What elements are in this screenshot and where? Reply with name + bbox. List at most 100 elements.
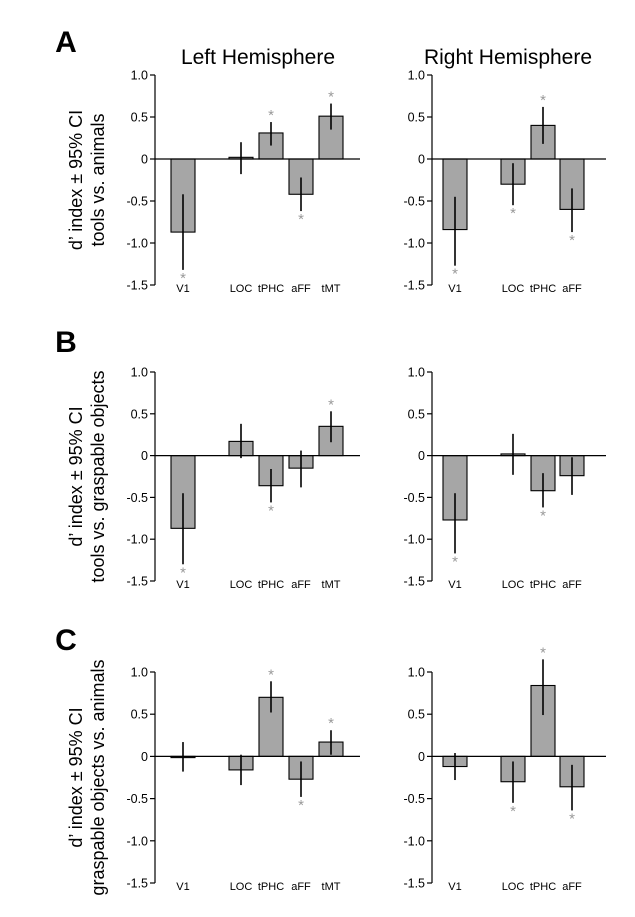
- x-category-label: V1: [448, 283, 461, 295]
- y-tick-label: 0.5: [131, 407, 148, 421]
- significance-asterisk: *: [328, 396, 334, 413]
- x-category-label: tPHC: [530, 881, 556, 893]
- y-tick-label: -1.5: [126, 575, 148, 589]
- significance-asterisk: *: [510, 205, 516, 222]
- y-axis-label-line1: d’ index ± 95% CI: [66, 406, 86, 546]
- x-category-label: V1: [176, 881, 189, 893]
- x-category-label: tPHC: [530, 579, 556, 591]
- y-tick-label: 0: [418, 153, 425, 167]
- y-tick-label: -1.0: [126, 533, 148, 547]
- y-tick-label: 1.0: [408, 666, 425, 680]
- significance-asterisk: *: [540, 92, 546, 109]
- y-tick-label: 1.0: [131, 366, 148, 380]
- x-category-label: V1: [448, 579, 461, 591]
- significance-asterisk: *: [452, 266, 458, 283]
- chart-b-left: 1.00.50-0.5-1.0-1.5*V1 LOC*tPHC aFF*tMT: [126, 366, 360, 591]
- significance-asterisk: *: [569, 810, 575, 827]
- y-tick-label: 0.5: [131, 111, 148, 125]
- x-category-label: aFF: [291, 283, 311, 295]
- x-category-label: V1: [448, 881, 461, 893]
- panel-letter-b: B: [55, 326, 77, 359]
- significance-asterisk: *: [268, 666, 274, 683]
- y-axis-label-a: d’ index ± 95% CI tools vs. animals: [66, 110, 108, 250]
- chart-b-right: 1.0 0.5 0 -0.5 -1.0 -1.5 * V1 LOC * tPHC aFF: [403, 366, 606, 591]
- y-tick-label: -1.0: [126, 834, 148, 848]
- x-category-label: LOC: [502, 881, 525, 893]
- x-category-label: tPHC: [258, 283, 284, 295]
- x-category-label: aFF: [562, 579, 582, 591]
- x-category-label: tPHC: [258, 579, 284, 591]
- y-axis-label-line1: d’ index ± 95% CI: [66, 707, 86, 847]
- panel-letter-a: A: [55, 26, 77, 59]
- y-axis-label-c: d’ index ± 95% CI graspable objects vs. a…: [66, 659, 108, 895]
- chart-c-left: 1.0 0.5 0 -0.5 -1.0 -1.5 V1 LOC * tPHC * aFF * tMT: [126, 666, 360, 893]
- y-tick-label: 0: [418, 750, 425, 764]
- x-category-label: aFF: [562, 881, 582, 893]
- x-category-label: aFF: [562, 283, 582, 295]
- x-category-label: tPHC: [258, 881, 284, 893]
- chart-c-right: 1.0 0.5 0 -0.5 -1.0 -1.5 V1 * LOC * tPHC * aFF: [403, 644, 606, 893]
- y-tick-label: -1.0: [403, 533, 425, 547]
- y-tick-label: 1.0: [131, 69, 148, 83]
- x-category-label: aFF: [291, 579, 311, 591]
- significance-asterisk: *: [268, 502, 274, 519]
- y-tick-label: 0: [141, 449, 148, 463]
- y-tick-label: -1.5: [126, 279, 148, 293]
- significance-asterisk: *: [510, 803, 516, 820]
- y-axis-label-b: d’ index ± 95% CI tools vs. graspable obj…: [66, 370, 108, 582]
- significance-asterisk: *: [180, 564, 186, 581]
- y-tick-label: 0: [141, 153, 148, 167]
- significance-asterisk: *: [540, 644, 546, 661]
- y-tick-label: 0: [141, 750, 148, 764]
- y-tick-label: 1.0: [408, 69, 425, 83]
- y-tick-label: -1.5: [126, 877, 148, 891]
- significance-asterisk: *: [452, 553, 458, 570]
- x-category-label: LOC: [230, 881, 253, 893]
- y-tick-label: -1.0: [403, 834, 425, 848]
- y-tick-label: 1.0: [131, 666, 148, 680]
- significance-asterisk: *: [180, 270, 186, 287]
- y-tick-label: 0.5: [408, 708, 425, 722]
- y-axis-label-line2: tools vs. graspable objects: [88, 370, 108, 582]
- y-tick-label: -0.5: [126, 491, 148, 505]
- significance-asterisk: *: [298, 211, 304, 228]
- column-title-right: Right Hemisphere: [424, 46, 592, 69]
- x-category-label: LOC: [502, 579, 525, 591]
- y-tick-label: -1.0: [403, 237, 425, 251]
- x-category-label: LOC: [502, 283, 525, 295]
- y-tick-label: -0.5: [403, 491, 425, 505]
- x-category-label: aFF: [291, 881, 311, 893]
- y-tick-label: -1.0: [126, 237, 148, 251]
- y-tick-label: -0.5: [126, 792, 148, 806]
- y-axis-label-line2: graspable objects vs. animals: [88, 659, 108, 895]
- y-tick-label: 1.0: [408, 366, 425, 380]
- significance-asterisk: *: [298, 797, 304, 814]
- significance-asterisk: *: [328, 89, 334, 106]
- y-axis-label-line1: d’ index ± 95% CI: [66, 110, 86, 250]
- y-tick-label: 0.5: [131, 708, 148, 722]
- y-tick-label: -1.5: [403, 279, 425, 293]
- x-category-label: tMT: [322, 283, 341, 295]
- significance-asterisk: *: [268, 107, 274, 124]
- bar-tphc: [530, 684, 556, 757]
- x-category-label: LOC: [230, 283, 253, 295]
- x-category-label: tMT: [322, 881, 341, 893]
- y-tick-label: -0.5: [403, 792, 425, 806]
- y-axis-label-line2: tools vs. animals: [88, 113, 108, 246]
- x-category-label: tMT: [322, 579, 341, 591]
- y-tick-label: 0.5: [408, 407, 425, 421]
- significance-asterisk: *: [540, 507, 546, 524]
- significance-asterisk: *: [328, 715, 334, 732]
- x-category-label: tPHC: [530, 283, 556, 295]
- chart-a-left: 1.00.50-0.5-1.0-1.5 *V1 LOC*tPHC*aFF*tMT: [126, 69, 360, 295]
- significance-asterisk: *: [569, 232, 575, 249]
- y-tick-label: 0: [418, 449, 425, 463]
- y-tick-label: -1.5: [403, 575, 425, 589]
- chart-a-right: 1.00.50-0.5-1.0-1.5*V1*LOC*tPHC*aFF: [403, 69, 606, 295]
- x-category-label: LOC: [230, 579, 253, 591]
- y-tick-label: -0.5: [403, 195, 425, 209]
- x-category-label: V1: [176, 579, 189, 591]
- y-tick-label: -1.5: [403, 877, 425, 891]
- y-tick-label: -0.5: [126, 195, 148, 209]
